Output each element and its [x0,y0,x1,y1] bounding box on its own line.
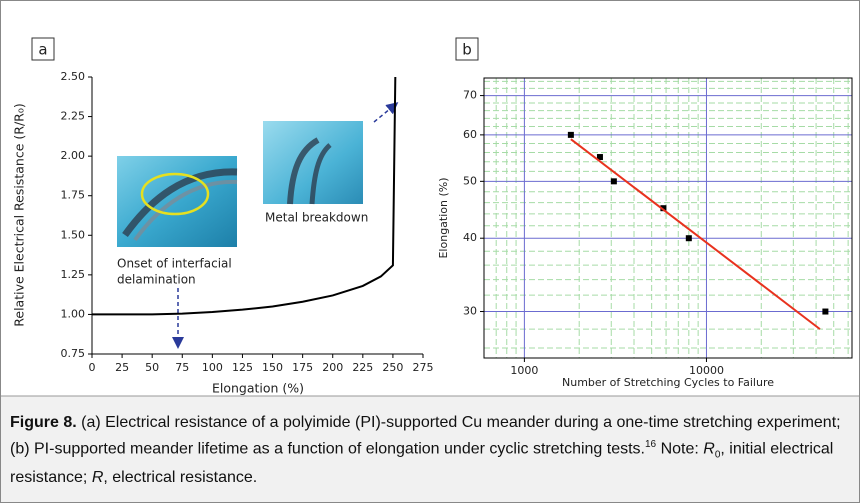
caption-symbol: R [703,440,715,458]
annotation: Onset of interfacial [117,257,232,271]
y-axis-title: Relative Electrical Resistance (R/R₀) [12,103,27,327]
y-tick-label: 40 [463,231,477,244]
y-tick-label: 50 [463,174,477,187]
y-tick-label: 1.00 [61,307,86,320]
y-tick-label: 1.50 [61,228,86,241]
x-tick-label: 175 [292,361,313,374]
y-axis-title: Elongation (%) [437,177,450,258]
point [596,154,603,161]
plot-frame [483,77,853,359]
y-tick-label: 70 [463,89,477,102]
y-tick-label: 2.00 [61,149,86,162]
x-tick-label: 1000 [510,364,538,377]
y-tick-label: 30 [463,305,477,318]
x-tick-label: 200 [322,361,343,374]
photo-breakdown [263,121,363,205]
caption-subscript: 0 [714,449,721,461]
caption-ref: 16 [645,439,657,450]
caption-label: Figure 8. [10,414,77,431]
data-line [92,76,397,316]
x-tick-label: 125 [232,361,253,374]
annotation: delamination [117,273,196,287]
y-tick-label: 1.25 [61,268,86,281]
y-tick-label: 1.75 [61,189,86,202]
arrow [373,102,399,123]
point [685,235,692,242]
x-tick-label: 10000 [689,364,724,377]
x-tick-label: 0 [89,361,96,374]
x-tick-label: 275 [413,361,434,374]
x-axis-title: Elongation (%) [212,381,304,396]
panel-box [455,37,479,61]
caption-bg [1,396,859,502]
point [822,308,829,315]
caption: Figure 8. (a) Electrical resistance of a… [10,412,852,489]
caption-symbol: R [91,468,104,486]
photo-delamination [117,156,238,247]
annotation: Metal breakdown [265,211,368,225]
point [567,131,574,138]
fit-line [570,138,821,330]
point [610,178,617,185]
y-tick-label: 2.25 [61,110,86,123]
caption-text: , initial electrical resistance; [10,440,834,486]
caption-note: Note: [656,440,704,458]
caption-text: (a) Electrical resistance of a polyimide… [10,414,841,458]
panel-box [31,37,55,61]
x-tick-label: 25 [115,361,129,374]
point [660,205,667,212]
panel-label: a [38,41,47,59]
panel-label: b [462,41,472,59]
x-tick-label: 150 [262,361,283,374]
x-tick-label: 50 [145,361,159,374]
x-tick-label: 250 [382,361,403,374]
x-axis-title: Number of Stretching Cycles to Failure [562,376,774,389]
y-tick-label: 0.75 [61,347,86,360]
y-tick-label: 2.50 [61,70,86,83]
x-tick-label: 100 [202,361,223,374]
x-tick-label: 225 [352,361,373,374]
x-tick-label: 75 [175,361,189,374]
caption-text: , electrical resistance. [103,468,258,486]
y-tick-label: 60 [463,128,477,141]
